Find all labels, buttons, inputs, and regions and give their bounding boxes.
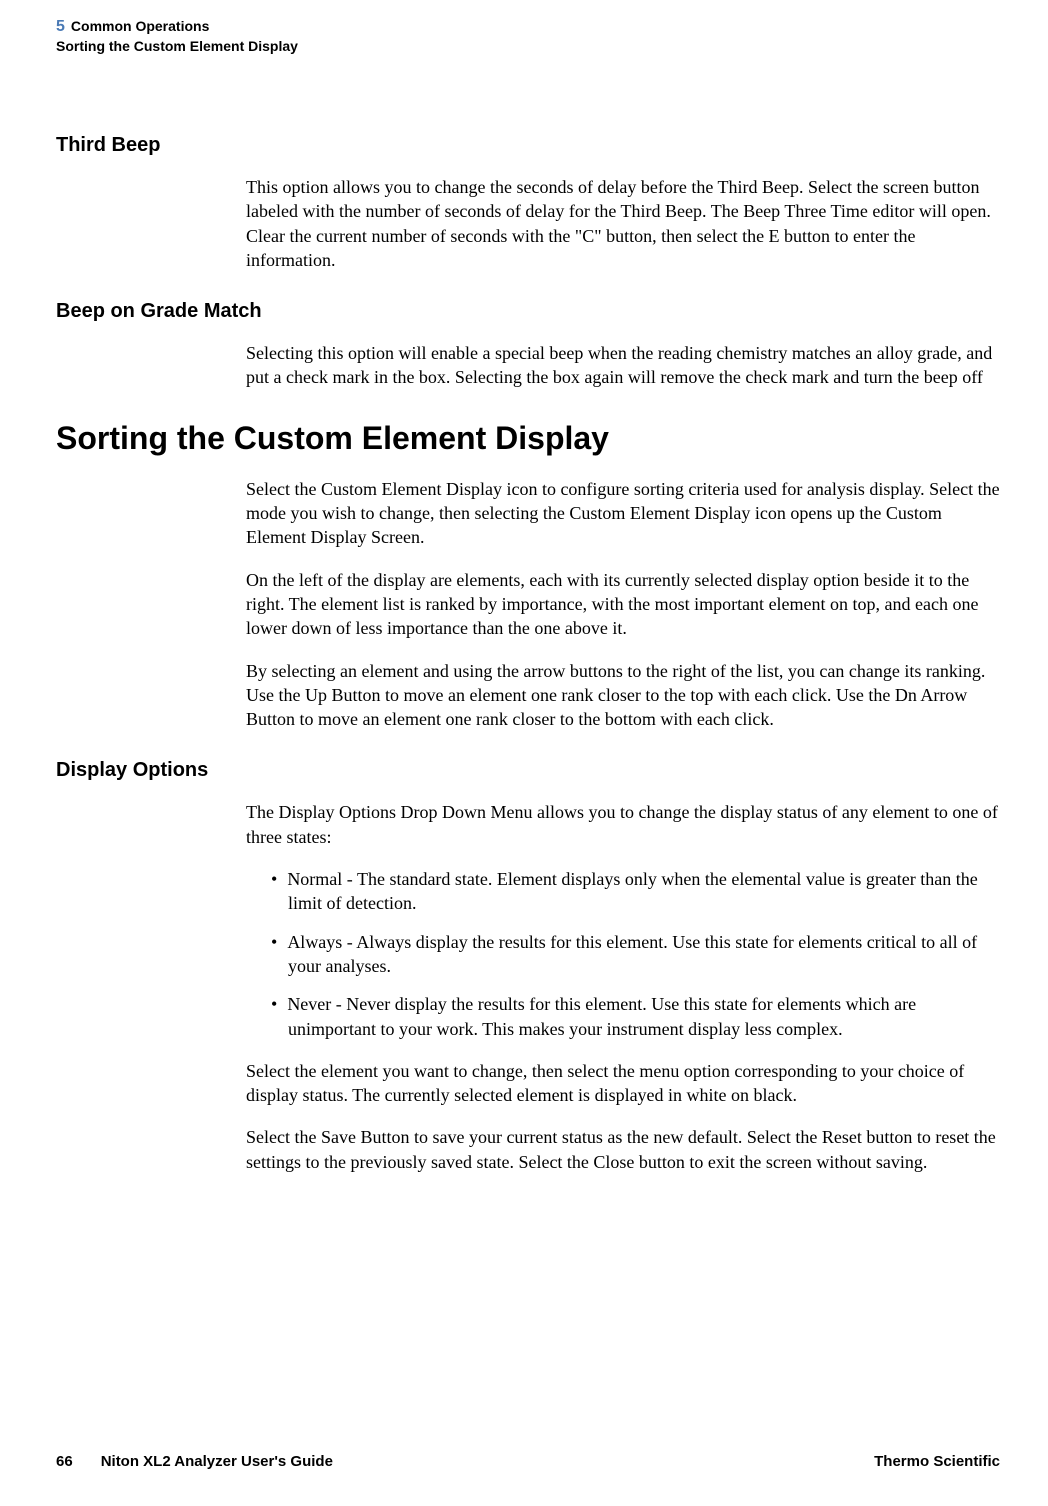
- page-footer: 66 Niton XL2 Analyzer User's Guide Therm…: [56, 1453, 1000, 1470]
- paragraph: Select the element you want to change, t…: [246, 1059, 1000, 1108]
- bullet-list: Normal - The standard state. Element dis…: [246, 867, 1000, 1041]
- footer-left: 66 Niton XL2 Analyzer User's Guide: [56, 1453, 333, 1470]
- paragraph: Select the Save Button to save your curr…: [246, 1125, 1000, 1174]
- paragraph: By selecting an element and using the ar…: [246, 659, 1000, 732]
- page-number: 66: [56, 1453, 73, 1470]
- section-beep-grade: Beep on Grade Match Selecting this optio…: [56, 300, 1000, 390]
- guide-name: Niton XL2 Analyzer User's Guide: [101, 1453, 333, 1470]
- heading-beep-grade: Beep on Grade Match: [56, 300, 1000, 323]
- header-section-title: Sorting the Custom Element Display: [56, 38, 1000, 54]
- heading-display-options: Display Options: [56, 759, 1000, 782]
- list-item: Never - Never display the results for th…: [246, 992, 1000, 1041]
- page-header: 5 Common Operations Sorting the Custom E…: [56, 18, 1000, 54]
- chapter-number: 5: [56, 18, 65, 36]
- paragraph: Select the Custom Element Display icon t…: [246, 477, 1000, 550]
- heading-sorting: Sorting the Custom Element Display: [56, 420, 1000, 457]
- chapter-title: Common Operations: [71, 18, 209, 34]
- paragraph: This option allows you to change the sec…: [246, 175, 1000, 272]
- company-name: Thermo Scientific: [874, 1453, 1000, 1470]
- list-item: Normal - The standard state. Element dis…: [246, 867, 1000, 916]
- heading-third-beep: Third Beep: [56, 134, 1000, 157]
- paragraph: The Display Options Drop Down Menu allow…: [246, 800, 1000, 849]
- section-third-beep: Third Beep This option allows you to cha…: [56, 134, 1000, 272]
- section-sorting: Sorting the Custom Element Display Selec…: [56, 420, 1000, 732]
- paragraph: On the left of the display are elements,…: [246, 568, 1000, 641]
- list-item: Always - Always display the results for …: [246, 930, 1000, 979]
- header-line-1: 5 Common Operations: [56, 18, 1000, 36]
- section-display-options: Display Options The Display Options Drop…: [56, 759, 1000, 1174]
- paragraph: Selecting this option will enable a spec…: [246, 341, 1000, 390]
